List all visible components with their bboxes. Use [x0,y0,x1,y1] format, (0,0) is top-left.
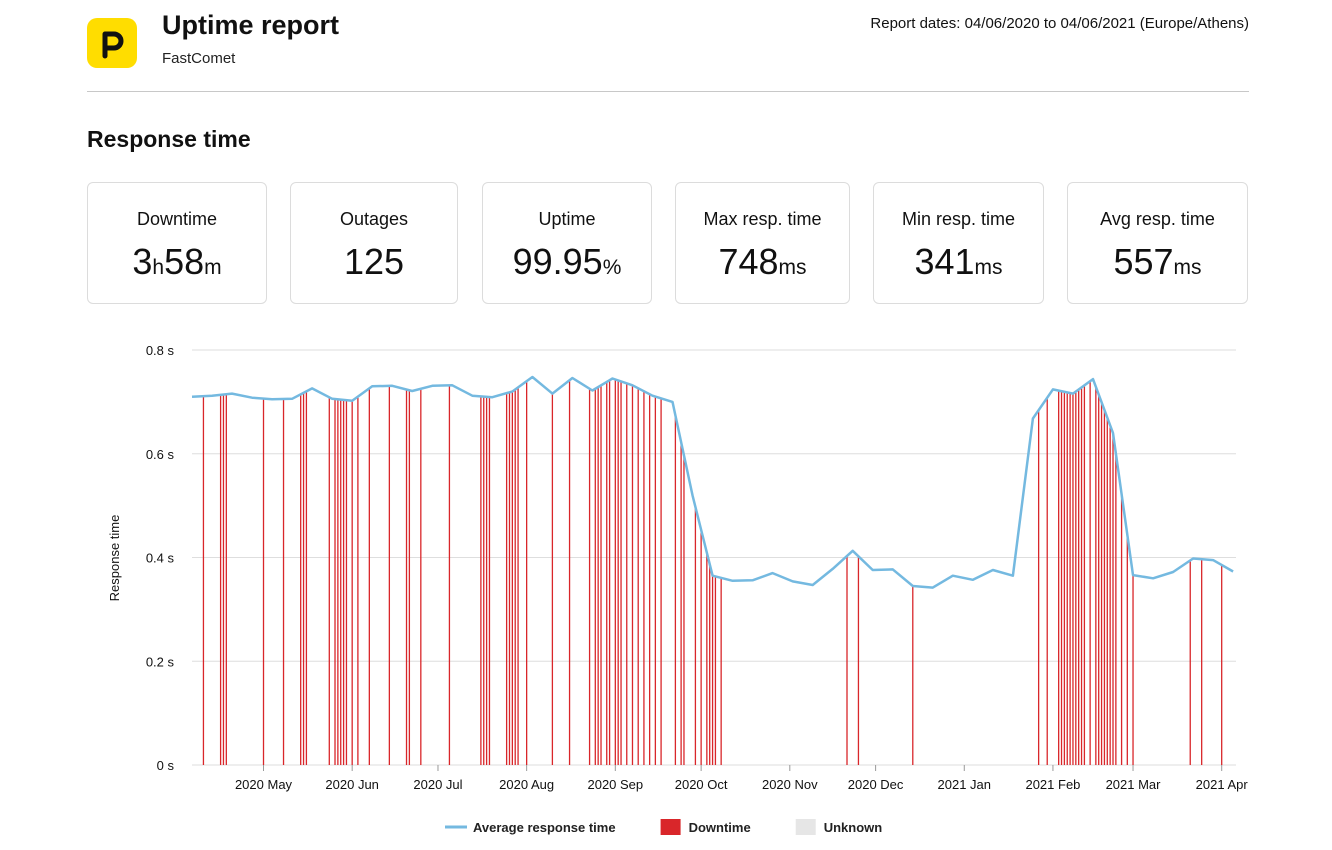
gridlines [192,349,1236,766]
site-name: FastComet [162,50,236,67]
stat-card-outages: Outages 125 [290,182,458,304]
stat-card-min-resp-time: Min resp. time 341ms [873,182,1044,304]
x-tick-label: 2021 Jan [938,777,992,792]
stat-label: Min resp. time [901,209,1016,229]
stat-label: Max resp. time [703,209,822,229]
stat-unit: % [602,256,622,279]
x-tick-label: 2020 Jul [413,777,462,792]
header-divider [87,91,1249,92]
stat-label: Downtime [136,209,218,229]
x-tick-label: 2020 Aug [499,777,554,792]
x-tick-label: 2020 Nov [762,777,818,792]
stat-unit: m [204,256,222,279]
y-tick-label: 0.6 s [146,447,175,462]
average-response-time-line [191,375,1234,589]
legend-item: Downtime [660,819,751,835]
y-tick-label: 0 s [157,758,175,773]
report-dates: Report dates: 04/06/2020 to 04/06/2021 (… [870,15,1249,32]
x-tick-label: 2020 May [235,777,293,792]
stat-card-downtime: Downtime 3h58m [87,182,267,304]
stat-card-max-resp-time: Max resp. time 748ms [675,182,850,304]
legend-swatch-icon [660,819,681,835]
x-tick-label: 2020 Dec [848,777,904,792]
chart-legend: Average response time Downtime Unknown [445,819,882,835]
stat-card-avg-resp-time: Avg resp. time 557ms [1067,182,1248,304]
y-tick-label: 0.4 s [146,551,175,566]
stat-unit: ms [974,256,1003,279]
y-tick-label: 0.2 s [146,654,175,669]
stat-number: 3 [132,241,153,282]
x-tick-label: 2020 Oct [675,777,728,792]
stat-label: Outages [339,209,409,229]
stat-value: 125 [291,241,457,283]
y-tick-label: 0.8 s [146,343,175,358]
legend-swatch-icon [795,819,816,835]
y-axis-ticks: 0 s 0.2 s 0.4 s 0.6 s 0.8 s [146,343,175,773]
stat-label: Uptime [538,209,596,229]
legend-label: Downtime [689,820,751,835]
x-tick-label: 2020 Jun [325,777,379,792]
stat-number: 99.95 [512,241,603,282]
downtime-markers [202,379,1223,765]
legend-label: Unknown [824,820,883,835]
stat-label: Avg resp. time [1100,209,1215,229]
legend-label: Average response time [473,820,616,835]
x-tick-label: 2020 Sep [587,777,643,792]
response-time-chart: 0 s 0.2 s 0.4 s 0.6 s 0.8 s 2020 May 2020 Jun… [107,343,1248,835]
stat-number: 557 [1113,241,1174,282]
stat-card-uptime: Uptime 99.95% [482,182,652,304]
x-tick-label: 2021 Apr [1196,777,1249,792]
y-axis-label: Response time [107,515,122,602]
stat-value: 341ms [874,241,1043,283]
stat-value: 3h58m [88,241,266,283]
page-title: Uptime report [162,10,340,40]
stat-number: 125 [343,241,405,282]
x-tick-label: 2021 Mar [1106,777,1162,792]
pingdom-logo-icon [87,18,137,68]
stat-unit: ms [1173,256,1202,279]
p-letter-icon [102,31,124,59]
stat-unit: h [152,256,165,279]
x-tick-label: 2021 Feb [1025,777,1080,792]
stat-value: 748ms [676,241,849,283]
stat-value: 557ms [1068,241,1247,283]
stat-number: 341 [914,241,975,282]
x-axis-ticks: 2020 May 2020 Jun 2020 Jul 2020 Aug 2020 Sep… [235,765,1248,792]
stat-number: 748 [718,241,779,282]
stat-number: 58 [164,241,205,282]
stat-value: 99.95% [483,241,651,283]
legend-item: Average response time [445,820,616,835]
stat-unit: ms [778,256,807,279]
response-line-layer [191,375,1234,589]
section-title: Response time [87,126,251,152]
legend-item: Unknown [795,819,883,835]
